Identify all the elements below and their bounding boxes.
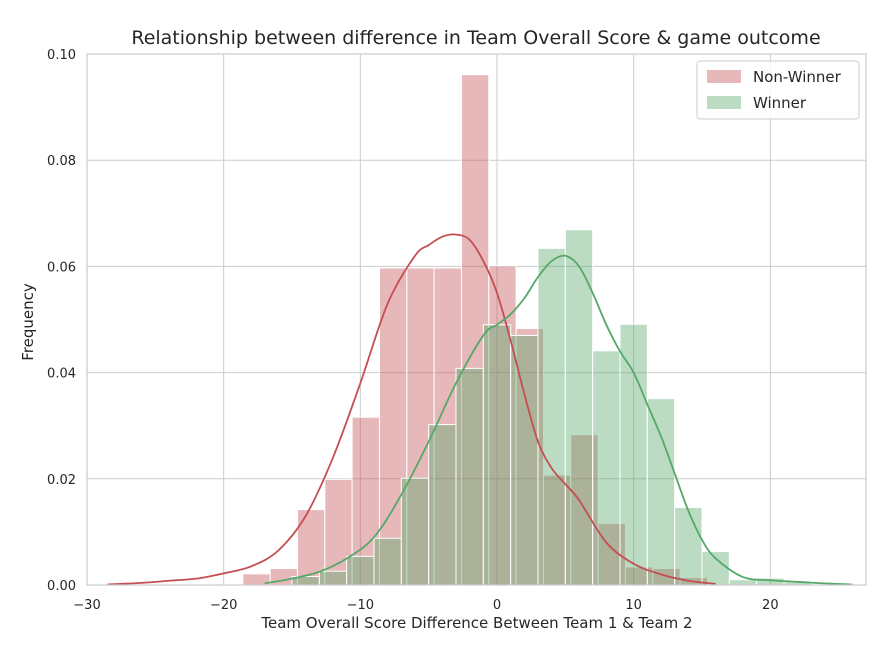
legend-label-non-winner: Non-Winner — [753, 68, 842, 86]
x-tick-label: −30 — [73, 598, 100, 613]
non-winner-bar — [378, 267, 408, 586]
y-tick-label: 0.08 — [47, 154, 76, 169]
winner-bar — [646, 398, 676, 586]
y-ticks: 0.00 0.02 0.04 0.06 0.08 0.10 — [47, 48, 76, 594]
legend-label-winner: Winner — [753, 94, 807, 112]
x-ticks: −30 −20 −10 0 10 20 — [73, 598, 778, 613]
winner-bar — [428, 424, 457, 586]
y-tick-label: 0.06 — [47, 260, 76, 275]
y-tick-label: 0.00 — [47, 579, 76, 594]
y-tick-label: 0.04 — [47, 367, 76, 382]
kde-lines — [107, 233, 853, 586]
winner-bar — [373, 537, 402, 586]
legend: Non-Winner Winner — [696, 60, 860, 120]
non-winner-bar — [542, 474, 572, 586]
non-winner-bar — [406, 267, 435, 586]
non-winner-bar — [597, 522, 626, 586]
non-winner-kde-line — [107, 233, 716, 586]
winner-bar — [564, 229, 594, 586]
winner-bar — [728, 579, 758, 586]
winner-bar — [482, 324, 512, 586]
x-tick-label: 20 — [762, 598, 779, 613]
y-tick-label: 0.10 — [47, 48, 76, 63]
x-tick-label: 0 — [493, 598, 501, 613]
winner-bar — [701, 551, 730, 586]
non-winner-bar — [460, 74, 490, 586]
grid — [86, 53, 866, 586]
x-axis-label: Team Overall Score Difference Between Te… — [260, 614, 692, 632]
chart-title: Relationship between difference in Team … — [131, 27, 820, 49]
winner-kde-line — [264, 254, 853, 586]
non-winner-bar — [488, 265, 517, 586]
winner-bar — [592, 350, 621, 586]
winner-bar — [619, 323, 648, 586]
winner-bar — [318, 570, 348, 586]
plot-frame — [86, 53, 867, 586]
legend-box — [696, 60, 860, 120]
bars — [242, 74, 812, 586]
x-tick-label: −20 — [210, 598, 237, 613]
non-winner-bar — [515, 328, 544, 586]
winner-bar — [674, 506, 703, 586]
x-tick-label: −10 — [347, 598, 374, 613]
winner-bar — [537, 247, 566, 586]
y-axis-label: Frequency — [19, 283, 37, 361]
legend-swatch-winner — [707, 96, 741, 109]
x-tick-label: 10 — [625, 598, 642, 613]
winner-bar — [346, 555, 375, 586]
legend-swatch-non-winner — [707, 70, 741, 83]
winner-bar — [400, 477, 430, 586]
y-tick-label: 0.02 — [47, 473, 76, 488]
winner-bar — [455, 367, 484, 586]
non-winner-bar — [351, 416, 380, 586]
winner-bar — [510, 334, 539, 586]
